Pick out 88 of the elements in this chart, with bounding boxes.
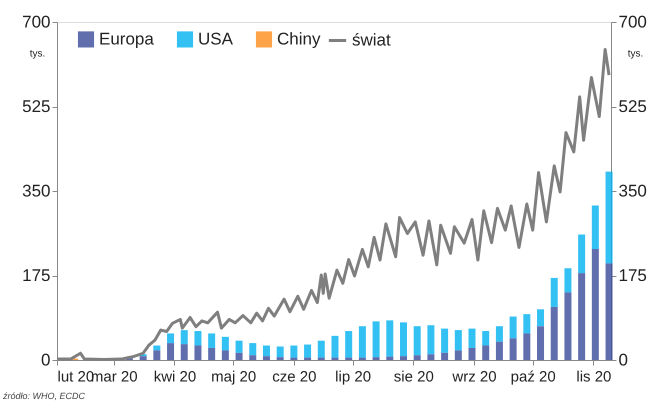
legend-label: Chiny (277, 29, 321, 48)
bar (153, 346, 160, 350)
bar (592, 248, 599, 360)
bar (427, 325, 434, 354)
x-tick-label: cze 20 (272, 368, 316, 386)
bar (331, 336, 338, 358)
bar (167, 343, 174, 360)
bar (510, 338, 517, 360)
bar (140, 356, 147, 360)
x-tick-label: kwi 20 (154, 368, 196, 386)
bar (276, 346, 284, 358)
bar (414, 355, 421, 360)
bar (208, 348, 216, 360)
x-tick-label: sie 20 (394, 368, 434, 386)
bar (523, 333, 530, 360)
bar (550, 278, 558, 307)
bar (236, 340, 243, 353)
bar (180, 330, 188, 344)
bar (276, 357, 284, 360)
bar (592, 205, 599, 249)
x-tick-label: lis 20 (576, 368, 612, 386)
y-tick-label: 0 (41, 350, 50, 370)
bar (236, 352, 243, 360)
legend-label: Europa (99, 29, 154, 48)
bar (427, 354, 434, 360)
bar (564, 292, 572, 360)
bar (510, 316, 517, 338)
legend-label: USA (198, 29, 234, 48)
bar (482, 331, 490, 346)
bar (454, 350, 462, 360)
bar (578, 273, 586, 360)
bar (454, 330, 462, 350)
y-tick-label: 350 (22, 182, 50, 200)
bar (386, 320, 394, 357)
bar (194, 346, 202, 360)
y2-tick-label: 0 (618, 350, 628, 370)
bar (194, 331, 202, 346)
bar (496, 342, 503, 360)
bar (578, 234, 586, 274)
y2-tick-label: 350 (618, 182, 647, 200)
x-tick-label: wrz 20 (451, 368, 497, 386)
bar (372, 321, 380, 358)
bar (606, 263, 613, 360)
bar (262, 346, 270, 356)
x-tick-label: maj 20 (211, 368, 256, 386)
y-tick-label: 700 (22, 12, 50, 32)
x-tick-label: lip 20 (335, 368, 372, 386)
bar (537, 309, 544, 326)
y2-axis-title: tys. (628, 48, 644, 60)
bar (441, 328, 448, 353)
bar (564, 268, 572, 292)
bar (208, 333, 216, 348)
y-tick-label: 525 (22, 97, 50, 116)
bar (153, 350, 160, 360)
bar (222, 336, 229, 350)
bar (304, 344, 312, 358)
bar (262, 356, 270, 360)
y2-tick-label: 175 (618, 266, 647, 285)
bar (167, 333, 174, 344)
bar (345, 331, 352, 358)
y-tick-label: 175 (22, 266, 50, 285)
x-tick-label: paź 20 (510, 368, 556, 386)
bar (468, 328, 476, 348)
bar (358, 326, 366, 358)
bar (537, 326, 544, 360)
bar (550, 306, 558, 360)
bar (606, 172, 613, 264)
bar (249, 355, 256, 360)
bar (386, 356, 394, 360)
bar (180, 344, 188, 360)
text: źródło: WHO, ECDC (2, 391, 86, 401)
bar (523, 314, 530, 334)
bar (249, 343, 256, 356)
y2-tick-label: 525 (618, 97, 647, 116)
bar (290, 346, 298, 358)
bar (222, 350, 229, 360)
legend-label: świat (352, 30, 392, 50)
bar (441, 352, 448, 360)
bar (400, 356, 407, 360)
bar (414, 326, 421, 356)
bar (400, 322, 407, 356)
y2-tick-label: 700 (618, 12, 647, 32)
bar (496, 326, 503, 342)
bar (372, 357, 380, 360)
bar (318, 340, 325, 358)
bar (482, 346, 490, 360)
bar (468, 348, 476, 360)
y-axis-title: tys. (30, 48, 46, 60)
